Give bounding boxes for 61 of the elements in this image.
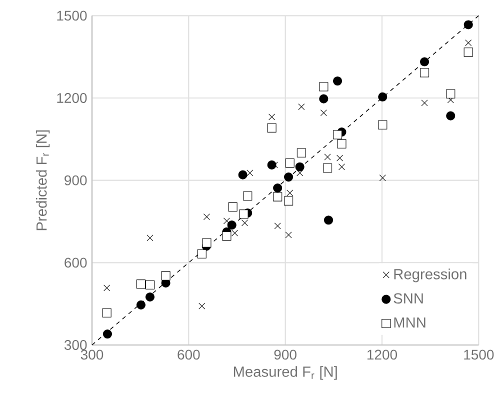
point xyxy=(336,154,344,162)
point xyxy=(320,110,327,116)
point xyxy=(202,238,212,248)
point xyxy=(332,76,342,86)
y-axis-title: Predicted F$_{r}$ [N] xyxy=(36,130,50,230)
y-tick-label: 1200 xyxy=(57,93,87,103)
point xyxy=(198,302,206,310)
point xyxy=(324,216,334,225)
point xyxy=(274,222,281,230)
x-axis-title: Measured F$_{r}$ [N] xyxy=(234,366,337,380)
point xyxy=(319,94,328,104)
point xyxy=(446,111,456,120)
point xyxy=(246,170,254,176)
point xyxy=(379,174,386,182)
point xyxy=(285,232,292,238)
point xyxy=(465,40,472,46)
legend-label: MNN xyxy=(394,317,426,328)
point xyxy=(197,249,206,258)
point xyxy=(102,329,112,339)
point xyxy=(298,103,305,110)
point xyxy=(446,89,456,98)
y-tick-label: 300 xyxy=(64,340,87,350)
legend-label: Regression xyxy=(394,268,466,282)
legend-label: SNN xyxy=(394,293,423,304)
point xyxy=(332,130,342,140)
point xyxy=(378,92,388,102)
x-tick-label: 900 xyxy=(274,350,296,360)
point xyxy=(295,162,304,172)
point xyxy=(145,292,155,302)
point xyxy=(284,172,294,182)
point xyxy=(267,160,276,170)
point xyxy=(223,218,230,224)
point xyxy=(203,214,210,220)
y-tick-label: 900 xyxy=(64,175,87,186)
point xyxy=(284,196,294,206)
point xyxy=(231,230,238,236)
point xyxy=(464,20,473,30)
point xyxy=(239,210,248,219)
point xyxy=(238,170,248,180)
point xyxy=(136,300,146,310)
x-tick-label: 600 xyxy=(178,350,200,360)
point xyxy=(420,57,430,66)
point xyxy=(324,154,331,160)
point xyxy=(104,284,110,292)
point xyxy=(161,271,170,280)
point xyxy=(378,120,388,130)
point xyxy=(296,170,304,176)
point xyxy=(227,220,236,230)
y-tick-label: 1500 xyxy=(57,10,87,21)
x-tick-label: 1500 xyxy=(464,350,494,360)
point xyxy=(286,190,294,196)
point xyxy=(146,234,154,242)
x-tick-label: 300 xyxy=(80,350,104,360)
point xyxy=(421,100,428,106)
x-tick-label: 1200 xyxy=(367,350,398,360)
point xyxy=(241,220,248,226)
point xyxy=(338,164,346,170)
y-tick-label: 600 xyxy=(64,258,87,268)
point xyxy=(222,232,232,241)
point xyxy=(268,114,276,120)
point xyxy=(273,183,282,193)
